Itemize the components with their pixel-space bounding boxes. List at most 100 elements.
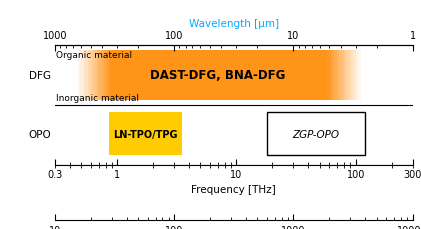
Bar [339, 51, 341, 101]
Bar [157, 51, 159, 101]
Bar [125, 51, 128, 101]
Bar [149, 51, 152, 101]
Bar [344, 51, 346, 101]
Bar [225, 51, 228, 101]
Bar [358, 51, 361, 101]
Bar [102, 51, 104, 101]
Bar [131, 51, 133, 101]
Bar [261, 51, 263, 101]
Bar [180, 51, 183, 101]
Bar [171, 51, 173, 101]
Text: ZGP-OPO: ZGP-OPO [293, 129, 339, 139]
Bar [95, 51, 97, 101]
Bar [237, 51, 240, 101]
X-axis label: Wavelength [μm]: Wavelength [μm] [189, 19, 279, 29]
Bar [313, 51, 315, 101]
Bar [83, 51, 85, 101]
Bar [228, 51, 230, 101]
Bar [240, 51, 242, 101]
Bar [164, 51, 166, 101]
Bar [152, 51, 154, 101]
Bar [109, 112, 182, 155]
Bar [209, 51, 211, 101]
Bar [294, 51, 296, 101]
Bar [346, 51, 349, 101]
Text: DAST-DFG, BNA-DFG: DAST-DFG, BNA-DFG [150, 69, 286, 82]
Bar [187, 51, 190, 101]
Bar [107, 51, 109, 101]
Bar [168, 51, 171, 101]
Bar [270, 51, 273, 101]
Bar [354, 51, 356, 101]
Bar [285, 51, 287, 101]
Bar [356, 51, 358, 101]
Bar [256, 51, 258, 101]
Bar [282, 51, 285, 101]
Bar [109, 51, 111, 101]
Bar [242, 51, 244, 101]
Bar [325, 51, 328, 101]
Bar [315, 51, 318, 101]
Bar [254, 51, 256, 101]
Bar [287, 51, 289, 101]
Bar [178, 51, 180, 101]
Bar [328, 51, 330, 101]
Bar [280, 51, 282, 101]
Bar [202, 51, 204, 101]
Text: DFG: DFG [29, 71, 51, 81]
Bar [185, 51, 187, 101]
Bar [306, 51, 308, 101]
X-axis label: Frequency [THz]: Frequency [THz] [191, 184, 276, 194]
Bar [249, 51, 251, 101]
Bar [114, 51, 116, 101]
Bar [206, 51, 209, 101]
Bar [289, 51, 292, 101]
Bar [80, 51, 83, 101]
Bar [78, 51, 80, 101]
Bar [199, 51, 202, 101]
Bar [128, 51, 131, 101]
Bar [299, 51, 301, 101]
Bar [318, 51, 320, 101]
Bar [341, 51, 344, 101]
Bar [213, 51, 216, 101]
Bar [118, 51, 121, 101]
Bar [216, 51, 218, 101]
Bar [266, 51, 268, 101]
Bar [258, 51, 261, 101]
Bar [197, 51, 199, 101]
Bar [349, 51, 351, 101]
Bar [195, 51, 197, 101]
Text: LN-TPO/TPG: LN-TPO/TPG [113, 129, 178, 139]
Bar [273, 51, 275, 101]
Text: Organic material: Organic material [56, 51, 133, 60]
Bar [308, 51, 311, 101]
Bar [104, 51, 107, 101]
Bar [335, 51, 337, 101]
Bar [190, 51, 192, 101]
Bar [92, 51, 95, 101]
Bar [123, 51, 125, 101]
Bar [159, 51, 161, 101]
Bar [133, 51, 135, 101]
Bar [330, 51, 332, 101]
Bar [247, 51, 249, 101]
Bar [311, 51, 313, 101]
Bar [251, 51, 254, 101]
Bar [85, 51, 88, 101]
Bar [166, 51, 168, 101]
Bar [337, 51, 339, 101]
Bar [173, 51, 176, 101]
Bar [263, 51, 266, 101]
Bar [97, 51, 99, 101]
Text: Inorganic material: Inorganic material [56, 94, 139, 103]
Bar [140, 51, 142, 101]
Bar [116, 51, 118, 101]
Bar [135, 51, 138, 101]
Bar [223, 51, 225, 101]
Bar [275, 51, 277, 101]
Bar [268, 51, 270, 101]
Bar [76, 51, 78, 101]
Bar [232, 51, 235, 101]
Bar [144, 51, 147, 101]
